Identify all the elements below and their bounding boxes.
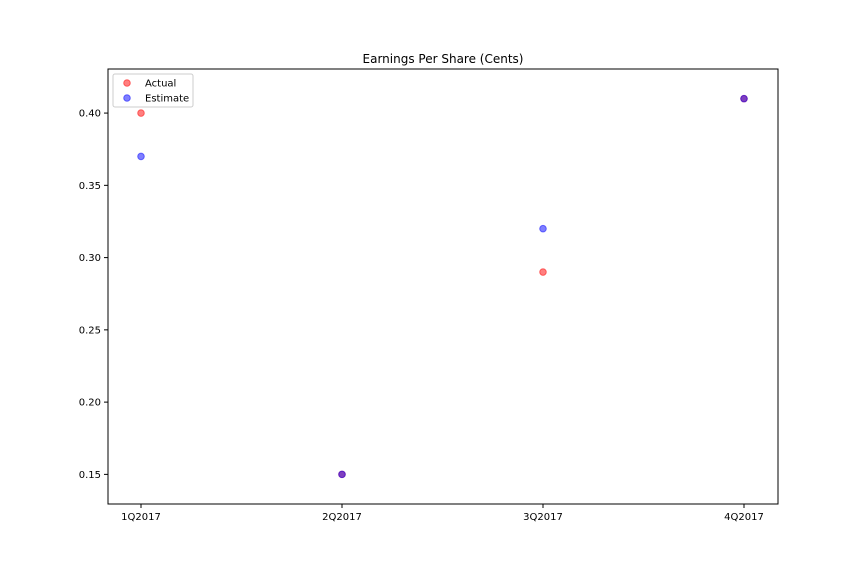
- plot-area-frame: [107, 68, 779, 505]
- data-point: [539, 224, 547, 233]
- chart-title: Earnings Per Share (Cents): [363, 52, 524, 66]
- data-point: [740, 94, 748, 103]
- x-tick-label: 4Q2017: [724, 512, 764, 523]
- legend-marker: [123, 94, 131, 102]
- y-axis: 0.15 0.20 0.25 0.30 0.35 0.40: [79, 109, 108, 481]
- x-tick-label: 1Q2017: [121, 512, 161, 523]
- legend: Actual Estimate: [112, 73, 194, 108]
- legend-label: Estimate: [145, 94, 189, 105]
- x-tick-label: 2Q2017: [322, 512, 362, 523]
- y-tick-label: 0.15: [79, 470, 101, 481]
- legend-marker: [123, 79, 131, 87]
- data-point: [338, 470, 346, 479]
- data-points: [137, 94, 748, 479]
- data-point: [539, 268, 547, 276]
- y-tick-label: 0.20: [79, 398, 101, 409]
- y-tick-label: 0.35: [79, 181, 101, 192]
- legend-box: [112, 73, 194, 108]
- y-tick-label: 0.40: [79, 109, 101, 120]
- y-tick-label: 0.25: [79, 325, 101, 336]
- legend-label: Actual: [145, 79, 176, 90]
- data-point: [137, 152, 145, 161]
- x-axis: 1Q2017 2Q2017 3Q2017 4Q2017: [121, 504, 764, 523]
- x-tick-label: 3Q2017: [523, 512, 563, 523]
- series-estimate: [137, 94, 748, 479]
- data-point: [137, 109, 145, 117]
- y-tick-label: 0.30: [79, 253, 101, 264]
